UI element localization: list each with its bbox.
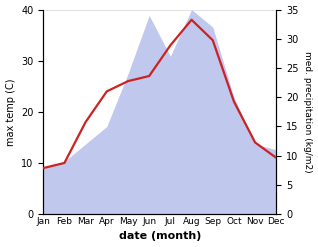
X-axis label: date (month): date (month): [119, 231, 201, 242]
Y-axis label: max temp (C): max temp (C): [5, 78, 16, 145]
Y-axis label: med. precipitation (kg/m2): med. precipitation (kg/m2): [303, 51, 313, 173]
